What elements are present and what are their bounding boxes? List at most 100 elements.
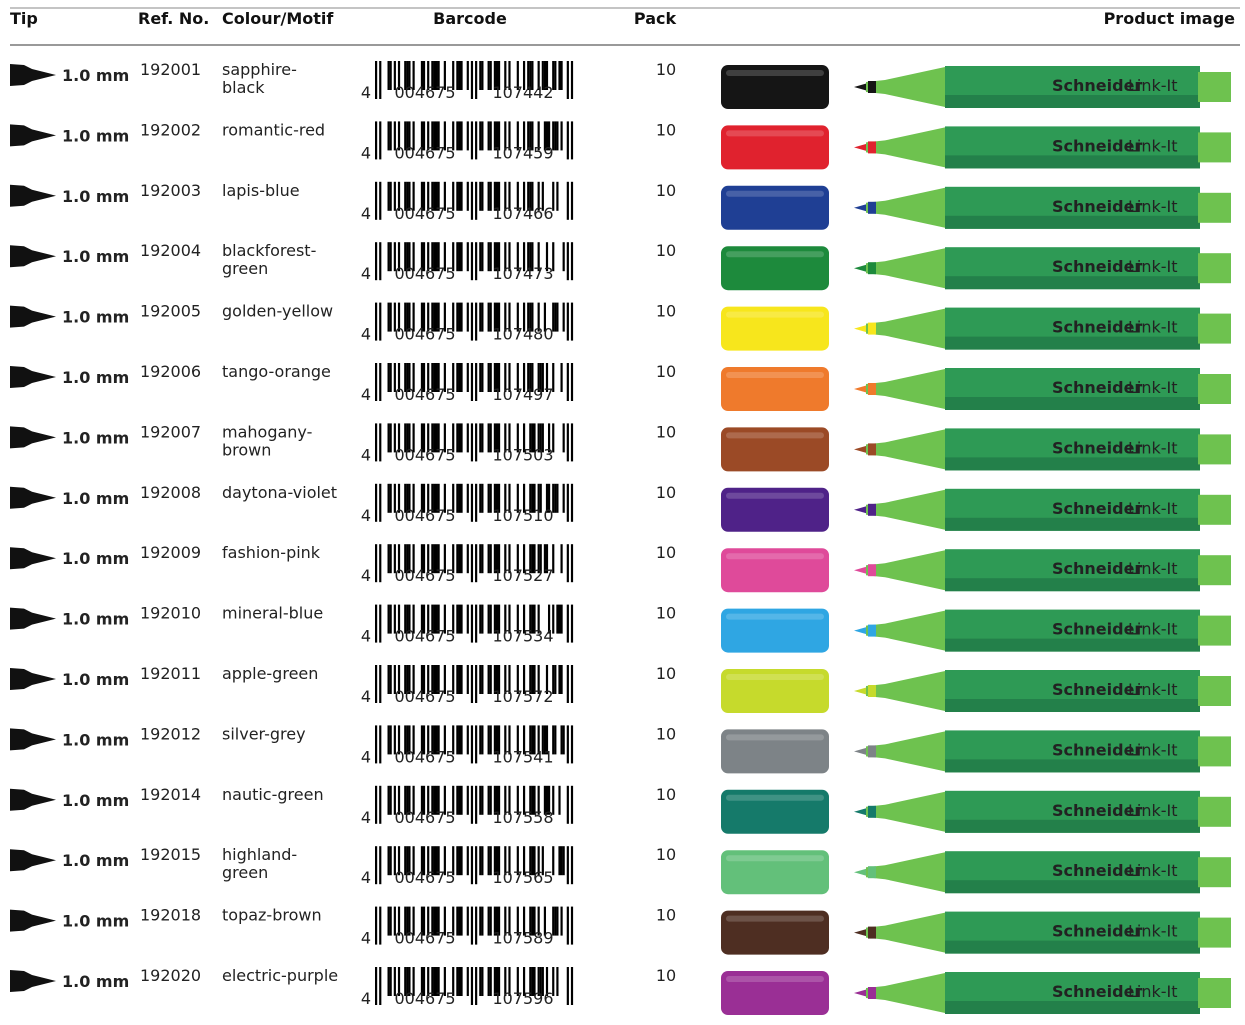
pen-body-shade [945, 880, 1200, 894]
barcode-bar [397, 483, 401, 513]
pen-line: Link-It [1128, 922, 1178, 941]
pen-ring [868, 866, 876, 879]
barcode-bar [481, 242, 484, 272]
barcode-bar [479, 544, 482, 574]
barcode-digits: 004675 [394, 808, 455, 827]
barcode-bar [404, 725, 407, 755]
barcode-bar [504, 846, 507, 876]
barcode-bar [397, 61, 401, 90]
barcode-bar [552, 967, 555, 996]
barcode-bar [560, 725, 563, 755]
pen-brand: Schneider [1052, 257, 1142, 276]
barcode-digit: 4 [361, 204, 371, 223]
barcode-bar [566, 665, 569, 703]
barcode-bar [481, 181, 484, 211]
tip-size: 1.0 mm [62, 308, 129, 327]
barcode-bar [435, 785, 438, 815]
barcode-bar [435, 181, 438, 211]
barcode-bar [508, 483, 511, 513]
barcode-bar [489, 302, 492, 332]
barcode-bar [427, 906, 430, 936]
pack: 10 [656, 785, 676, 804]
barcode-bar [389, 665, 392, 694]
barcode-bar [420, 121, 424, 151]
pen-cap [721, 729, 829, 774]
barcode-bar [412, 61, 415, 90]
barcode-bar [479, 483, 482, 513]
barcode-bar [452, 725, 455, 755]
barcode-bar [433, 967, 436, 996]
barcode-bar [516, 544, 519, 574]
barcode-bar [489, 785, 492, 815]
barcode-bar [552, 302, 555, 332]
barcode-bar [387, 906, 390, 936]
barcode-bar [437, 242, 440, 272]
barcode-bar [562, 725, 565, 755]
barcode-bar [531, 604, 534, 634]
barcode-bar [470, 604, 474, 643]
barcode-bar [516, 967, 519, 996]
barcode-digits: 107596 [492, 989, 553, 1008]
barcode-bar [404, 181, 407, 211]
pen-cone [866, 127, 945, 168]
barcode-bar [406, 604, 409, 634]
barcode-bar [531, 906, 534, 936]
barcode-bar [470, 302, 474, 341]
barcode-bar [437, 604, 440, 634]
pen-cone [866, 610, 945, 651]
pen-end [1198, 494, 1231, 525]
pen-cone [866, 973, 945, 1013]
barcode-bar [529, 665, 532, 694]
barcode-bar [458, 242, 461, 272]
barcode-bar [475, 242, 478, 281]
pen-cap [721, 548, 829, 593]
barcode-digits: 107558 [492, 808, 553, 827]
barcode-bar [537, 544, 540, 574]
col-header: Product image [1104, 9, 1236, 28]
barcode-bar [431, 544, 434, 574]
barcode-bar [516, 483, 519, 513]
barcode-bar [389, 363, 392, 392]
barcode-bar [552, 846, 555, 876]
barcode-digits: 004675 [394, 747, 455, 766]
barcode-bar [422, 181, 426, 211]
barcode-bar [404, 242, 407, 272]
pen-cap-shine [726, 492, 824, 499]
barcode-bar [470, 121, 474, 160]
barcode-bar [504, 121, 507, 151]
barcode-bar [541, 363, 544, 392]
barcode-bar [452, 604, 455, 634]
barcode-bar [527, 363, 530, 392]
pen-end [1198, 555, 1231, 586]
pen-line: Link-It [1128, 982, 1178, 1001]
barcode-bar [379, 242, 382, 281]
barcode-bar [422, 725, 426, 755]
colour-name: golden-yellow [222, 302, 333, 321]
barcode-bar [375, 665, 378, 703]
barcode-bar [422, 302, 426, 332]
barcode-bar [422, 604, 426, 634]
barcode-bar [470, 846, 474, 885]
barcode-bar [466, 665, 469, 694]
pen-line: Link-It [1128, 740, 1178, 759]
barcode-bar [404, 121, 407, 151]
barcode-bar [456, 906, 459, 936]
barcode-bar [545, 483, 549, 513]
barcode-bar [431, 363, 434, 392]
barcode-bar [466, 785, 469, 815]
colour-name: black [222, 78, 265, 97]
tip-icon [10, 849, 56, 872]
barcode-bar [433, 181, 436, 211]
barcode-bar [460, 61, 463, 90]
barcode-bar [504, 242, 507, 272]
row: 1.0 mm 192008 daytona-violet 4 004675 107510 1… [10, 483, 1231, 532]
barcode-bar [437, 121, 440, 151]
barcode-bar [545, 967, 549, 996]
barcode-bar [389, 181, 392, 211]
barcode-digits: 004675 [394, 868, 455, 887]
barcode-bar [489, 61, 492, 90]
barcode-bar [531, 665, 534, 694]
pen-tip [854, 687, 868, 695]
barcode-bar [393, 61, 396, 90]
barcode-bar [475, 785, 478, 824]
